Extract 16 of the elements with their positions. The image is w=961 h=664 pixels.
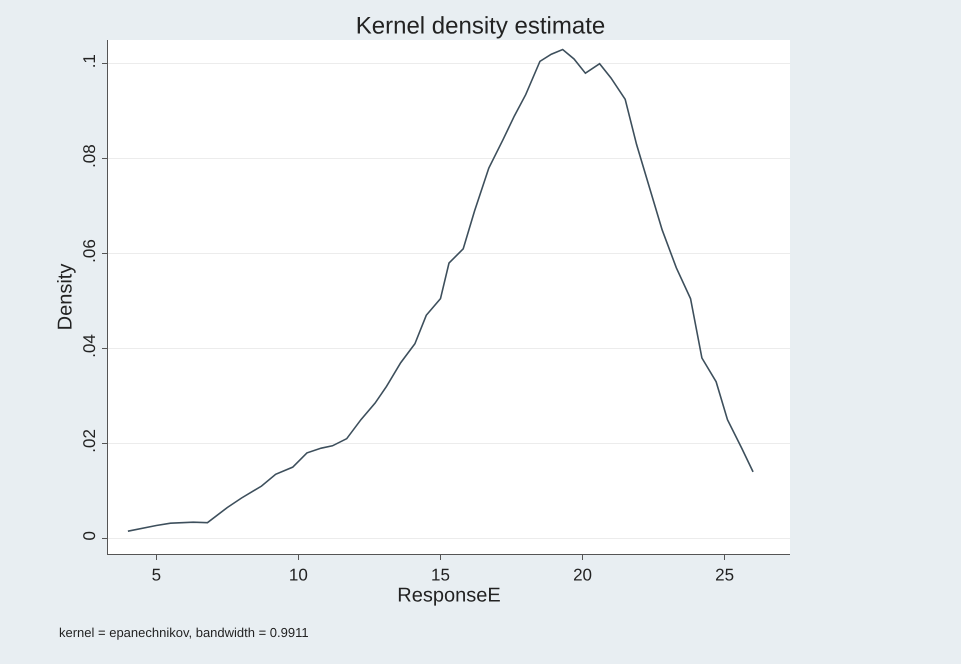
x-tick-label: 5 xyxy=(152,565,162,584)
x-tick-label: 15 xyxy=(431,565,450,584)
y-tick-label: 0 xyxy=(80,531,100,541)
x-tick-label: 25 xyxy=(715,565,734,584)
y-tick-label: .06 xyxy=(80,239,100,263)
line-series xyxy=(127,48,754,532)
chart-title: Kernel density estimate xyxy=(356,12,606,40)
y-tick-label: .04 xyxy=(80,334,100,358)
y-axis-title: Density xyxy=(54,264,77,330)
text: kernel = epanechnikov, bandwidth = 0.9911 xyxy=(59,625,309,640)
x-tick-label: 20 xyxy=(573,565,592,584)
x-tick-label: 10 xyxy=(288,565,308,584)
y-tick-label: .02 xyxy=(80,429,100,453)
y-tick-label: .1 xyxy=(80,54,100,68)
x-axis-title: ResponseE xyxy=(397,584,501,606)
y-tick-label: .08 xyxy=(80,144,100,168)
